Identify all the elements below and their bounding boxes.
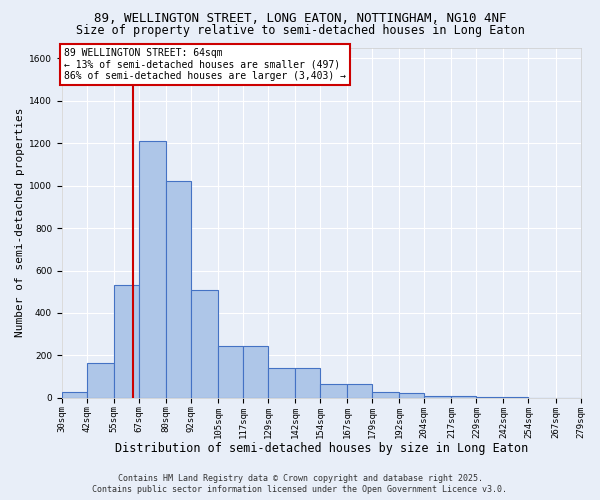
Y-axis label: Number of semi-detached properties: Number of semi-detached properties (15, 108, 25, 338)
X-axis label: Distribution of semi-detached houses by size in Long Eaton: Distribution of semi-detached houses by … (115, 442, 528, 455)
Bar (347, 384, 372, 398)
Bar (243, 346, 268, 398)
Bar (191, 290, 218, 398)
Text: 89, WELLINGTON STREET, LONG EATON, NOTTINGHAM, NG10 4NF: 89, WELLINGTON STREET, LONG EATON, NOTTI… (94, 12, 506, 26)
Bar (268, 368, 295, 398)
Bar (399, 392, 424, 398)
Bar (372, 392, 399, 398)
Bar (451, 396, 476, 398)
Bar (476, 397, 503, 398)
Bar (424, 396, 451, 398)
Bar (295, 368, 320, 398)
Bar (503, 397, 529, 398)
Bar (62, 392, 87, 398)
Text: 89 WELLINGTON STREET: 64sqm
← 13% of semi-detached houses are smaller (497)
86% : 89 WELLINGTON STREET: 64sqm ← 13% of sem… (64, 48, 346, 82)
Text: Contains HM Land Registry data © Crown copyright and database right 2025.
Contai: Contains HM Land Registry data © Crown c… (92, 474, 508, 494)
Bar (218, 346, 243, 398)
Bar (139, 141, 166, 398)
Bar (114, 286, 139, 398)
Bar (166, 182, 191, 398)
Bar (87, 363, 114, 398)
Text: Size of property relative to semi-detached houses in Long Eaton: Size of property relative to semi-detach… (76, 24, 524, 37)
Bar (320, 384, 347, 398)
